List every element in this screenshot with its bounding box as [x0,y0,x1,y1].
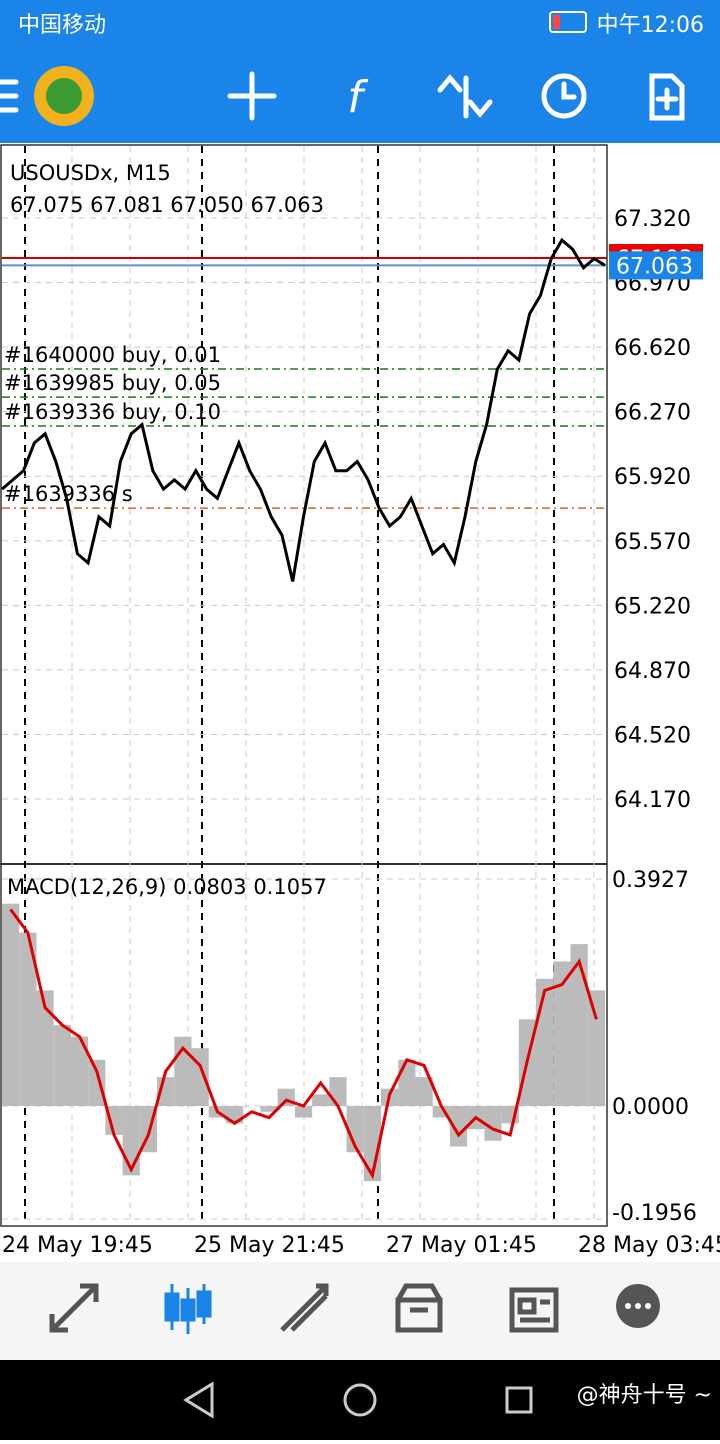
bottom-nav-icons [49,1283,660,1334]
macd-bar [88,1059,106,1106]
macd-bar [122,1106,140,1176]
price-tick-label: 64.520 [614,723,691,748]
macd-bar [70,1036,89,1106]
macd-label: MACD(12,26,9) 0.0803 0.1057 [7,875,327,899]
price-tick-label: 64.870 [614,659,691,684]
period-icon[interactable] [541,73,587,119]
macd-bar [2,903,20,1106]
news-tab[interactable] [509,1287,559,1333]
back-button[interactable] [183,1381,214,1419]
macd-tick-label: 0.3927 [612,868,689,893]
macd-bar [260,1106,278,1112]
macd-bar [363,1106,382,1182]
price-tick-label: 67.320 [614,207,691,232]
price-tick-label: 64.170 [614,788,691,813]
macd-tick-label: 0.0000 [612,1095,689,1120]
time-label: 28 May 03:45 [578,1233,720,1258]
price-tick-label: 66.620 [614,336,691,361]
price-tick-label: 65.220 [614,594,691,619]
macd-pane [2,903,605,1182]
ohlc: 67.075 67.081 67.050 67.063 [10,193,324,217]
price-tick-label: 65.570 [614,530,691,555]
battery [549,11,587,33]
macd-bar [536,978,554,1106]
recents-button[interactable] [505,1386,533,1414]
trade-tab[interactable] [280,1283,329,1332]
macd-bar [398,1059,416,1106]
new-order-icon[interactable] [649,73,685,121]
macd-bar [587,990,605,1106]
price-line-series [1,237,606,582]
macd-bar [329,1077,347,1106]
time-label: 24 May 19:45 [2,1233,153,1258]
macd-bar [432,1106,450,1118]
macd-bar [53,1025,71,1106]
bottom-nav [0,1262,720,1360]
order-label: #1640000 buy, 0.01 [4,343,221,367]
macd-bar [570,944,588,1106]
carrier: 中国移动 [18,13,106,38]
crosshair-icon[interactable] [227,71,277,121]
trade-icon[interactable] [437,74,493,119]
price-tick-label: 66.270 [614,401,691,426]
chart-tab[interactable] [164,1284,212,1334]
macd-bar [191,1048,209,1106]
chart-bg [0,143,720,1260]
menu-icon[interactable] [0,79,19,113]
quotes-tab[interactable] [49,1283,99,1333]
macd-bar [553,961,571,1106]
history-tab[interactable] [395,1283,443,1333]
time-label: 25 May 21:45 [194,1233,345,1258]
macd-bar [449,1106,468,1147]
battery-level [553,15,560,29]
order-label: #1639336 s [4,482,133,506]
macd-bar [36,990,54,1106]
watermark: @神舟十号 ~ [577,1383,712,1408]
chart-frame [0,144,608,1227]
header-bg [0,0,720,143]
macd-bar [346,1106,364,1153]
macd-bar [19,932,37,1106]
macd-tick-label: -0.1956 [612,1201,697,1226]
order-label: #1639336 buy, 0.10 [4,400,221,424]
home-button[interactable] [343,1383,377,1417]
clock: 中午12:06 [597,13,704,38]
order-label: #1639985 buy, 0.05 [4,371,221,395]
macd-signal [9,908,598,1180]
system-nav [0,1360,720,1440]
macd-bar [312,1094,330,1106]
time-label: 27 May 01:45 [386,1233,537,1258]
price-tag [609,251,703,280]
macd-bar [415,1077,433,1106]
price-tag-label: 67.063 [616,254,693,279]
symbol: USOUSDx, M15 [10,161,171,185]
macd-bar [294,1106,313,1118]
price-tick-label: 65.920 [614,465,691,490]
